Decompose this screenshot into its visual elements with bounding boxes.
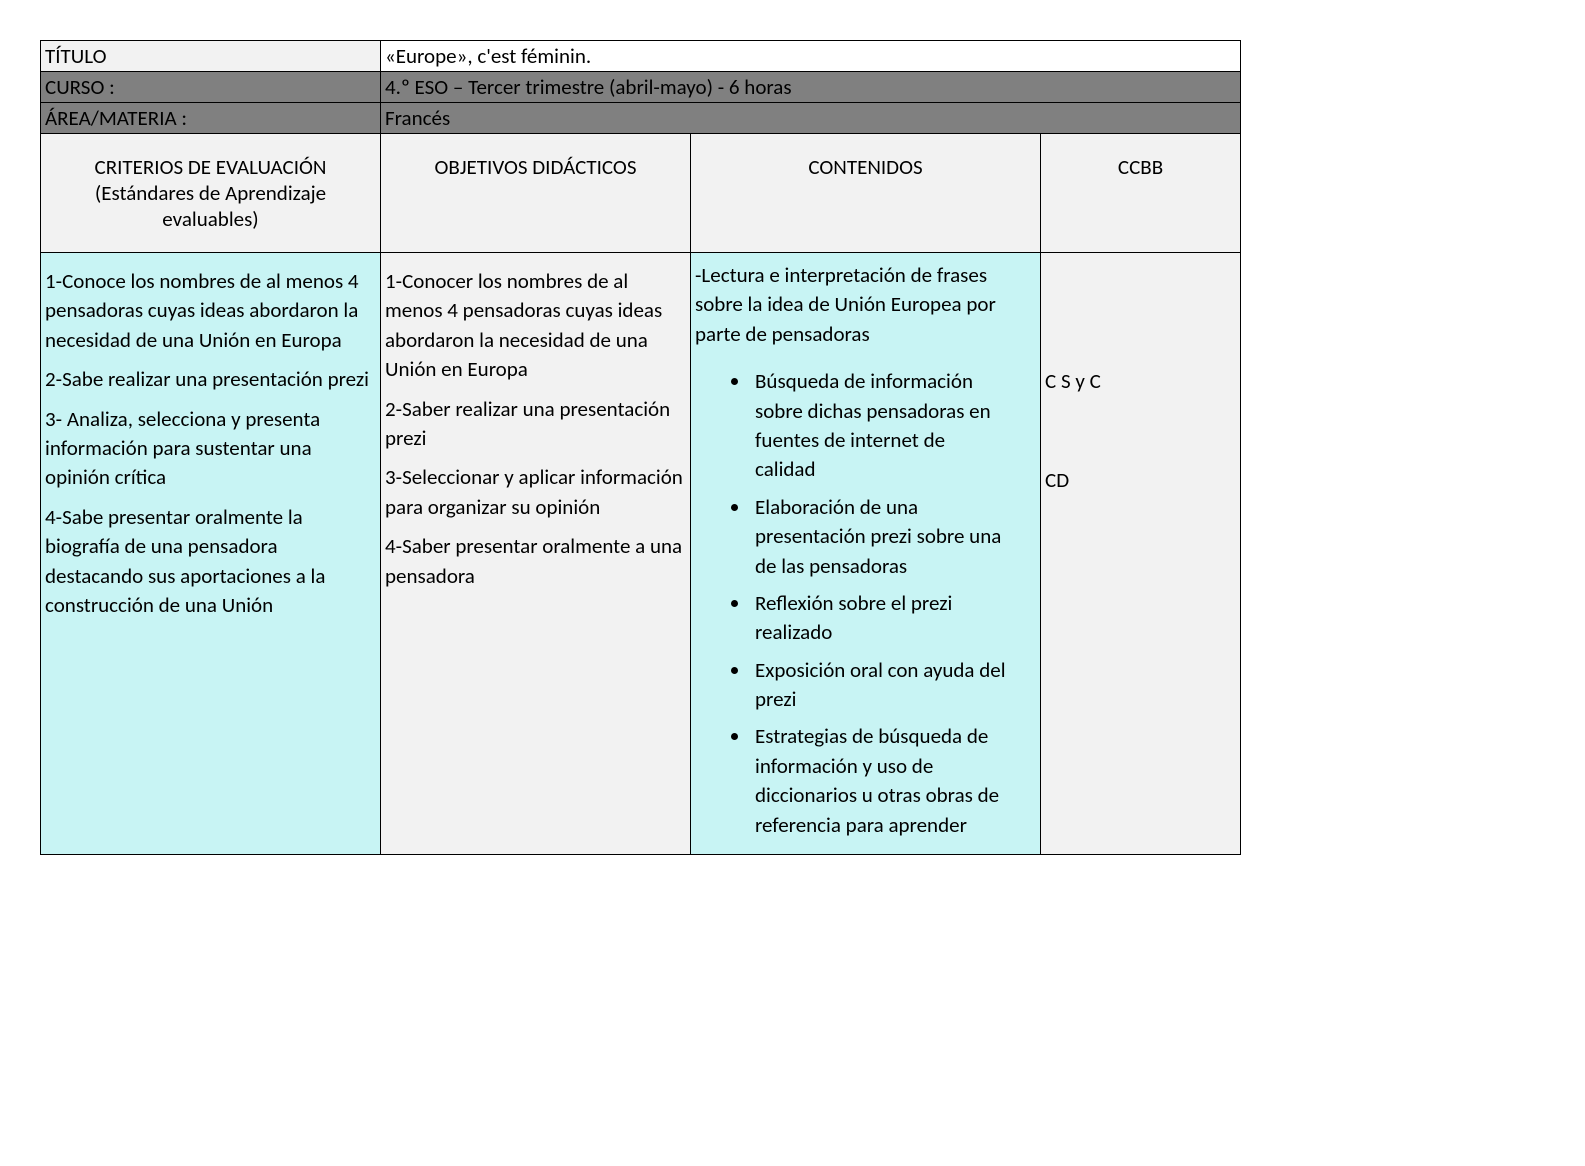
ccbb-1: C S y C bbox=[1045, 367, 1236, 396]
label-titulo: TÍTULO bbox=[41, 41, 381, 72]
criterio-3: 3- Analiza, selecciona y presenta inform… bbox=[45, 405, 376, 493]
value-curso: 4.º ESO – Tercer trimestre (abril-mayo) … bbox=[381, 72, 1241, 103]
header-criterios: CRITERIOS DE EVALUACIÓN (Estándares de A… bbox=[41, 134, 381, 253]
cell-contenidos: -Lectura e interpretación de frases sobr… bbox=[691, 253, 1041, 855]
header-contenidos: CONTENIDOS bbox=[691, 134, 1041, 253]
criterio-2: 2-Sabe realizar una presentación prezi bbox=[45, 365, 376, 394]
contenido-bullet-5: Estrategias de búsqueda de información y… bbox=[751, 718, 1036, 844]
contenido-bullet-2: Elaboración de una presentación prezi so… bbox=[751, 489, 1036, 585]
cell-objetivos: 1-Conocer los nombres de al menos 4 pens… bbox=[381, 253, 691, 855]
contenido-bullet-3: Reflexión sobre el prezi realizado bbox=[751, 585, 1036, 652]
cell-ccbb: C S y C CD bbox=[1041, 253, 1241, 855]
contenidos-list: Búsqueda de información sobre dichas pen… bbox=[695, 363, 1036, 844]
criterio-1: 1-Conoce los nombres de al menos 4 pensa… bbox=[45, 267, 376, 355]
header-objetivos: OBJETIVOS DIDÁCTICOS bbox=[381, 134, 691, 253]
objetivo-3: 3-Seleccionar y aplicar información para… bbox=[385, 463, 686, 522]
ccbb-2: CD bbox=[1045, 466, 1236, 495]
criterio-4: 4-Sabe presentar oralmente la biografía … bbox=[45, 503, 376, 621]
value-area: Francés bbox=[381, 103, 1241, 134]
contenido-bullet-4: Exposición oral con ayuda del prezi bbox=[751, 652, 1036, 719]
objetivo-4: 4-Saber presentar oralmente a una pensad… bbox=[385, 532, 686, 591]
content-row: 1-Conoce los nombres de al menos 4 pensa… bbox=[41, 253, 1241, 855]
value-titulo: «Europe», c'est féminin. bbox=[381, 41, 1241, 72]
row-area: ÁREA/MATERIA : Francés bbox=[41, 103, 1241, 134]
objetivo-2: 2-Saber realizar una presentación prezi bbox=[385, 395, 686, 454]
label-area: ÁREA/MATERIA : bbox=[41, 103, 381, 134]
row-curso: CURSO : 4.º ESO – Tercer trimestre (abri… bbox=[41, 72, 1241, 103]
contenido-bullet-1: Búsqueda de información sobre dichas pen… bbox=[751, 363, 1036, 489]
objetivo-1: 1-Conocer los nombres de al menos 4 pens… bbox=[385, 267, 686, 385]
row-titulo: TÍTULO «Europe», c'est féminin. bbox=[41, 41, 1241, 72]
column-headers-row: CRITERIOS DE EVALUACIÓN (Estándares de A… bbox=[41, 134, 1241, 253]
cell-criterios: 1-Conoce los nombres de al menos 4 pensa… bbox=[41, 253, 381, 855]
contenidos-intro: -Lectura e interpretación de frases sobr… bbox=[695, 261, 1036, 349]
label-curso: CURSO : bbox=[41, 72, 381, 103]
header-ccbb: CCBB bbox=[1041, 134, 1241, 253]
curriculum-table: TÍTULO «Europe», c'est féminin. CURSO : … bbox=[40, 40, 1241, 855]
